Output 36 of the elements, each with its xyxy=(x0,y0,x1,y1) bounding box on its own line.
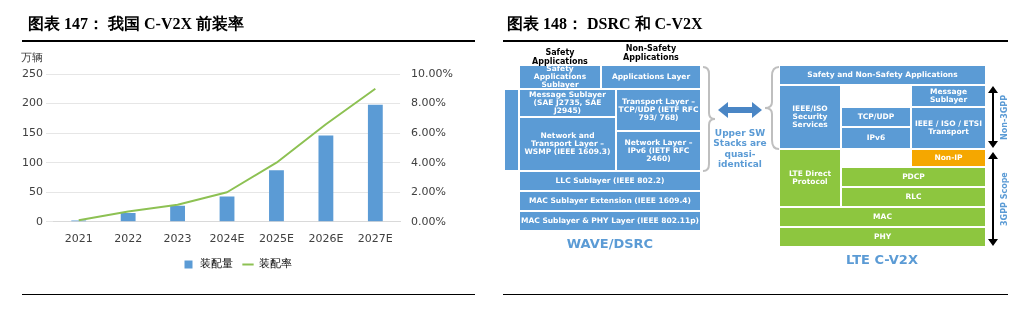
text: Upper SW Stacks are quasi-identical xyxy=(712,128,768,170)
x-tick-label: 2026E xyxy=(308,232,344,246)
bar xyxy=(269,170,284,222)
x-tick-label: 2027E xyxy=(357,232,393,246)
y2-tick-label: 2.00% xyxy=(411,185,447,199)
bar xyxy=(318,135,334,222)
text: LTE C-V2X xyxy=(845,252,919,267)
y-tick-label: 150 xyxy=(22,125,43,139)
text: 3GPP Scope xyxy=(1000,171,1009,228)
text: Non-Safety Applications xyxy=(622,44,680,63)
x-tick-label: 2022 xyxy=(114,232,143,246)
y2-tick-label: 8.00% xyxy=(411,96,447,110)
y2-tick-label: 6.00% xyxy=(411,125,447,139)
y-tick-label: 50 xyxy=(29,185,43,199)
y-tick-label: 100 xyxy=(22,155,43,169)
y2-tick-label: 0.00% xyxy=(411,214,447,228)
x-tick-label: 2021 xyxy=(64,232,93,246)
x-tick-label: 2025E xyxy=(258,232,294,246)
chart-title: 图表 147： 我国 C-V2X 前装率 xyxy=(28,14,244,34)
bar xyxy=(219,196,235,222)
text: WAVE/DSRC xyxy=(565,236,655,251)
bar xyxy=(170,205,186,222)
x-tick-label: 2024E xyxy=(209,232,245,246)
y2-tick-label: 4.00% xyxy=(411,155,447,169)
y-tick-label: 0 xyxy=(36,214,43,228)
legend-label: 装配量 xyxy=(199,257,233,271)
legend-label: 装配率 xyxy=(259,257,292,271)
x-tick-label: 2023 xyxy=(163,232,192,246)
text: 图表 148： DSRC 和 C-V2X xyxy=(507,14,703,34)
y-tick-label: 200 xyxy=(22,96,43,110)
bar xyxy=(120,212,136,222)
text: Non-3GPP xyxy=(1000,93,1009,142)
bar xyxy=(367,104,383,222)
y-axis-title: 万辆 xyxy=(21,51,43,65)
y2-tick-label: 10.00% xyxy=(411,66,454,80)
y-tick-label: 250 xyxy=(22,66,43,80)
